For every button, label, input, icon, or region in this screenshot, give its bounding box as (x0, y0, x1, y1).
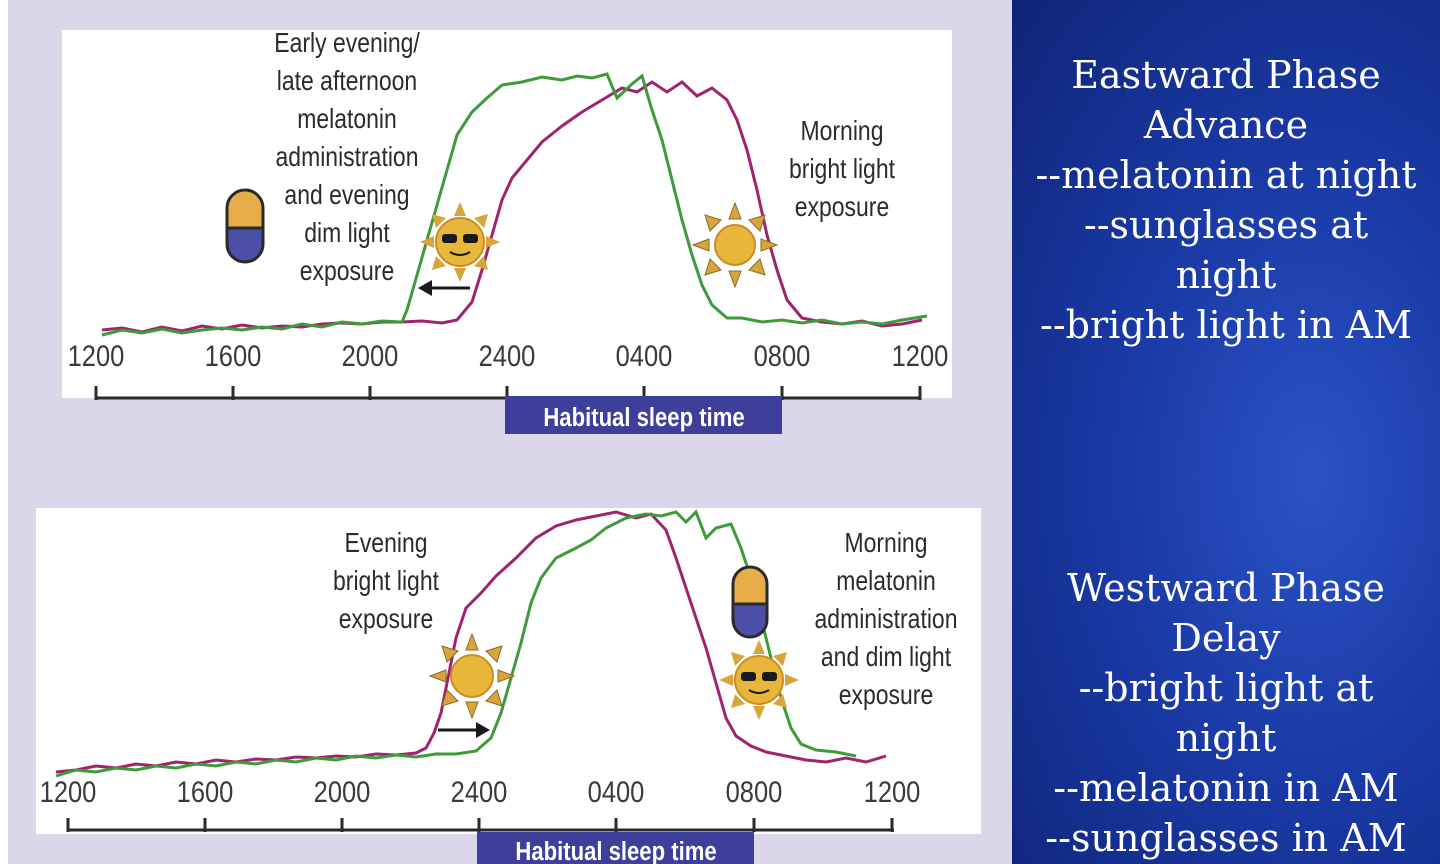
sunglasses-sun-icon (420, 202, 500, 282)
summary-line: Delay (1171, 616, 1281, 660)
annotation-line: Morning (844, 527, 928, 558)
tick-label: 1600 (177, 775, 234, 808)
annotation-line: exposure (338, 603, 434, 634)
phase-delay-diagram: 1200 1600 2000 2400 0400 0800 1200 Habit… (36, 508, 981, 864)
sleep-label-bg (505, 396, 782, 434)
tick-label: 2400 (479, 339, 536, 372)
tick-label: 1200 (892, 339, 949, 372)
sunglasses-sun-icon (719, 640, 799, 720)
annotation-line: melatonin (836, 565, 936, 596)
summary-line: Eastward Phase (1071, 53, 1381, 97)
tick-label: 1200 (864, 775, 921, 808)
tick-label: 0800 (754, 339, 811, 372)
annotation-line: administration (814, 603, 958, 634)
top-left-annotation: Early evening/ late afternoon melatonin … (245, 24, 450, 290)
tick-labels: 1200 1600 2000 2400 0400 0800 1200 (68, 339, 949, 372)
summary-line: --sunglasses in AM (1045, 816, 1407, 860)
annotation-line: and dim light (820, 641, 952, 672)
top-right-annotation: Morning bright light exposure (768, 112, 916, 226)
annotation-line: dim light (304, 217, 390, 248)
summary-panel: Eastward Phase Advance --melatonin at ni… (1012, 0, 1440, 864)
tick-label: 2400 (451, 775, 508, 808)
tick-label: 2000 (342, 339, 399, 372)
sleep-time-label: Habitual sleep time (543, 403, 744, 432)
sleep-label-bg (477, 832, 754, 864)
annotation-line: Early evening/ (274, 27, 420, 58)
shifted-curve (101, 72, 928, 337)
annotation-line: exposure (838, 679, 934, 710)
sun-icon (691, 201, 779, 289)
summary-line: --bright light at (1078, 666, 1374, 710)
tick-label: 2000 (314, 775, 371, 808)
tick-label: 0400 (616, 339, 673, 372)
phase-advance-plot: 1200 1600 2000 2400 0400 0800 1200 Habit… (68, 72, 949, 434)
annotation-line: and evening (284, 179, 410, 210)
summary-line: --melatonin in AM (1053, 766, 1399, 810)
summary-line: --sunglasses at (1083, 203, 1369, 247)
sleep-time-label: Habitual sleep time (515, 837, 716, 864)
summary-line: night (1175, 253, 1277, 297)
annotation-line: melatonin (297, 103, 397, 134)
annotation-line: late afternoon (276, 65, 418, 96)
bottom-right-annotation: Morning melatonin administration and dim… (800, 524, 972, 714)
axis-ticks (66, 818, 894, 832)
bottom-left-annotation: Evening bright light exposure (304, 524, 468, 638)
phase-delay-plot: 1200 1600 2000 2400 0400 0800 1200 Habit… (40, 509, 921, 864)
pill-icon (731, 565, 769, 639)
tick-labels: 1200 1600 2000 2400 0400 0800 1200 (40, 775, 921, 808)
annotation-line: administration (275, 141, 419, 172)
westward-summary: Westward Phase Delay --bright light at n… (1012, 563, 1440, 863)
summary-line: --bright light in AM (1040, 303, 1412, 347)
summary-line: Advance (1143, 103, 1309, 147)
tick-label: 0400 (588, 775, 645, 808)
pill-icon (225, 188, 265, 264)
summary-line: --melatonin at night (1035, 153, 1417, 197)
tick-label: 1200 (68, 339, 125, 372)
annotation-line: bright light (789, 153, 895, 184)
phase-advance-diagram: 1200 1600 2000 2400 0400 0800 1200 Habit… (62, 27, 952, 434)
sun-icon (428, 632, 516, 720)
summary-line: Westward Phase (1067, 566, 1385, 610)
tick-label: 0800 (726, 775, 783, 808)
annotation-line: exposure (794, 191, 890, 222)
summary-line: night (1175, 716, 1277, 760)
tick-label: 1200 (40, 775, 97, 808)
left-edge-strip (0, 0, 8, 864)
annotation-line: Evening (344, 527, 428, 558)
annotation-line: Morning (800, 115, 884, 146)
baseline-curve (55, 510, 887, 774)
right-arrow-icon (438, 722, 490, 738)
annotation-line: bright light (333, 565, 439, 596)
annotation-line: exposure (299, 255, 395, 286)
left-arrow-icon (418, 280, 470, 296)
tick-label: 1600 (205, 339, 262, 372)
eastward-summary: Eastward Phase Advance --melatonin at ni… (1012, 50, 1440, 350)
diagram-panel: 1200 1600 2000 2400 0400 0800 1200 Habit… (0, 0, 981, 864)
